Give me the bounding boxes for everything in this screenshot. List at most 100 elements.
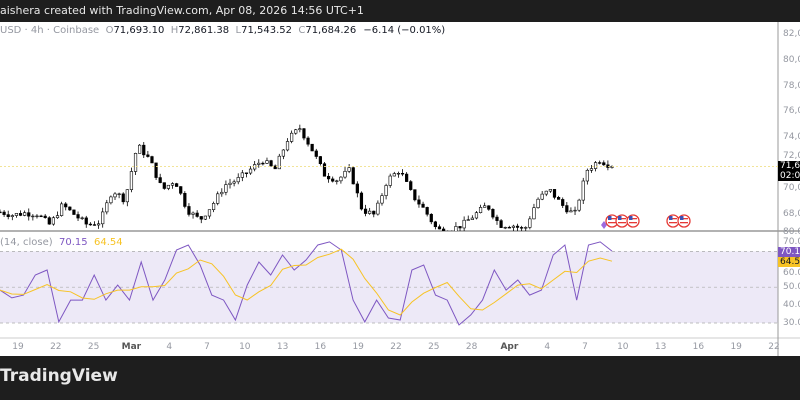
candle-body xyxy=(507,226,511,229)
us-flag-icon xyxy=(615,214,629,228)
rsi-tick: 70.00 xyxy=(783,237,800,247)
candle-body xyxy=(585,169,589,182)
candle-body xyxy=(310,143,314,152)
candle-body xyxy=(511,225,516,228)
footer-bar: TradingView xyxy=(0,356,800,400)
candle-body xyxy=(491,209,495,218)
price-tick: 76,000.00 xyxy=(783,106,800,117)
candle-body xyxy=(524,227,528,229)
candle-body xyxy=(318,156,322,165)
ohlc-legend: USD · 4h · Coinbase O71,693.10 H72,861.3… xyxy=(0,25,445,36)
candle-body xyxy=(207,209,212,217)
candle-body xyxy=(0,211,2,214)
candle-body xyxy=(43,215,47,218)
candle-body xyxy=(372,210,376,215)
us-flag-stripe xyxy=(608,218,616,220)
price-tick: 74,000.00 xyxy=(783,131,800,142)
candle-body xyxy=(561,199,565,206)
chart-canvas[interactable] xyxy=(0,0,800,356)
candle-body xyxy=(343,170,347,178)
candle-body xyxy=(314,150,318,157)
candle-body xyxy=(540,193,544,200)
candle-body xyxy=(421,203,425,208)
header-title: aishera created with TradingView.com, Ap… xyxy=(0,4,364,17)
candle-body xyxy=(191,212,195,215)
rsi-tick: 50.00 xyxy=(783,282,800,293)
candle-body xyxy=(133,153,138,172)
candle-body xyxy=(84,217,88,225)
time-tick: 13 xyxy=(276,342,289,352)
candle-body xyxy=(470,217,474,220)
event-diamond-icon xyxy=(601,221,607,229)
candle-body xyxy=(589,168,594,171)
rsi-params[interactable]: (14, close) xyxy=(0,237,53,248)
tradingview-logo[interactable]: TradingView xyxy=(0,366,118,386)
candle-body xyxy=(170,183,175,186)
time-tick: 22 xyxy=(50,342,62,352)
us-flag-icon xyxy=(666,214,680,228)
price-tick: 68,000.00 xyxy=(783,208,800,219)
candle-body xyxy=(503,226,507,229)
us-flag-canton xyxy=(629,216,633,220)
us-flag-stripe xyxy=(669,218,677,220)
high-value: 72,861.38 xyxy=(178,25,230,36)
candle-body xyxy=(290,132,294,142)
candle-body xyxy=(499,220,503,228)
time-tick: 10 xyxy=(617,342,629,352)
us-flag-canton xyxy=(669,216,673,220)
us-flag-stripe xyxy=(629,222,637,224)
candle-body xyxy=(27,212,31,217)
candle-body xyxy=(363,208,368,214)
candle-body xyxy=(105,202,109,213)
candle-body xyxy=(121,193,125,203)
candle-body xyxy=(515,225,520,228)
time-tick: 25 xyxy=(87,342,100,352)
candle-body xyxy=(557,197,561,200)
time-tick: 22 xyxy=(768,342,780,352)
candle-body xyxy=(433,221,437,228)
us-flag-stripe xyxy=(680,218,688,220)
time-tick: 4 xyxy=(544,342,551,352)
candle-body xyxy=(548,189,552,192)
candle-body xyxy=(175,183,179,187)
rsi-ma-value: 64.54 xyxy=(94,237,123,248)
candle-body xyxy=(306,137,310,145)
candle-body xyxy=(573,209,577,212)
change-value: −6.14 (−0.01%) xyxy=(363,25,446,36)
candle-body xyxy=(240,172,244,178)
candle-body xyxy=(166,184,171,189)
candle-body xyxy=(400,173,405,175)
candle-body xyxy=(565,205,569,213)
candle-body xyxy=(602,162,606,166)
candle-body xyxy=(203,215,207,220)
candle-body xyxy=(487,205,491,210)
candle-body xyxy=(125,189,129,203)
candle-body xyxy=(199,216,203,220)
candle-body xyxy=(228,182,232,185)
candle-body xyxy=(257,162,261,165)
header-bar: aishera created with TradingView.com, Ap… xyxy=(0,0,800,22)
candle-body xyxy=(261,162,265,165)
symbol-label[interactable]: USD · 4h · Coinbase xyxy=(0,25,100,36)
candle-body xyxy=(55,215,60,219)
price-tick: 80,000.00 xyxy=(783,55,800,65)
us-flag-stripe xyxy=(629,218,637,220)
brand-name: TradingView xyxy=(0,366,118,386)
candles xyxy=(0,124,614,231)
rsi-legend: (14, close) 70.15 64.54 xyxy=(0,237,126,248)
candle-body xyxy=(355,183,359,194)
candle-body xyxy=(179,186,183,194)
candle-body xyxy=(425,207,429,215)
candle-body xyxy=(285,141,290,151)
candle-body xyxy=(6,214,10,217)
candle-body xyxy=(269,160,273,167)
rsi-ma-axis-label: 64.54 xyxy=(778,257,800,267)
candle-body xyxy=(273,165,277,170)
candle-body xyxy=(281,149,286,157)
last-price-label: 71,684.26 02:03 xyxy=(778,161,800,181)
time-tick: 28 xyxy=(465,342,478,352)
rsi-line xyxy=(0,241,613,326)
candle-body xyxy=(458,226,462,229)
candle-body xyxy=(187,206,191,215)
candle-body xyxy=(532,207,536,220)
